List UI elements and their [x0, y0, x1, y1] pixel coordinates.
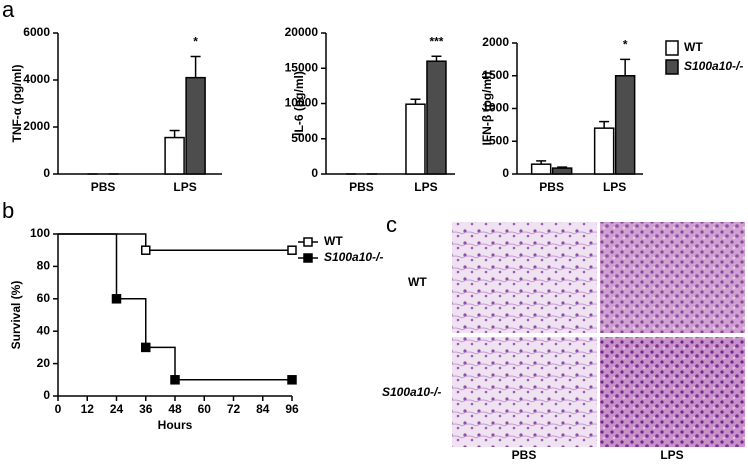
panel-label: a [2, 0, 15, 22]
legend-swatch [665, 59, 679, 75]
y-axis-label: TNF-α (pg/ml) [10, 64, 24, 142]
y-tick-label: 100 [30, 226, 50, 240]
bar [405, 103, 426, 175]
x-tick-label: LPS [173, 180, 196, 194]
step-segment [58, 233, 147, 251]
bar [185, 76, 206, 175]
column-label: PBS [512, 448, 537, 462]
x-axis-label: Hours [158, 418, 193, 432]
histology-panel: c WT S100a10-/- PBS LPS [382, 212, 745, 462]
y-tick-label: 4000 [23, 72, 50, 86]
legend-label: WT [324, 234, 343, 248]
y-axis-label: IFN-β (pg/ml) [480, 72, 494, 146]
y-tick-label: 2000 [482, 35, 509, 49]
y-tick-label: 60 [37, 291, 51, 305]
y-tick-label: 0 [502, 166, 509, 180]
y-tick-label: 40 [37, 323, 51, 337]
x-tick-label: 84 [256, 402, 270, 416]
y-tick-label: 500 [489, 133, 509, 147]
y-tick-label: 2000 [23, 119, 50, 133]
marker [170, 375, 180, 385]
x-tick-label: PBS [349, 180, 374, 194]
step-segment [145, 346, 176, 380]
bar [530, 163, 552, 175]
x-tick-label: 48 [168, 402, 182, 416]
legend-marker [303, 237, 313, 247]
x-tick-label: PBS [539, 180, 564, 194]
y-tick-label: 0 [43, 388, 50, 402]
x-tick-label: LPS [603, 180, 626, 194]
row-label: WT [408, 275, 427, 289]
x-tick-label: 24 [110, 402, 124, 416]
x-tick-label: 72 [227, 402, 241, 416]
x-tick-label: 0 [55, 402, 62, 416]
micrograph [452, 222, 597, 333]
y-axis-label: IL-6 (pg/ml) [292, 71, 306, 136]
y-tick-label: 0 [43, 166, 50, 180]
step-segment [58, 233, 118, 299]
micrograph [600, 337, 745, 447]
marker [141, 245, 151, 255]
bar [426, 60, 447, 175]
bar [614, 75, 636, 175]
y-axis-label: Survival (%) [9, 281, 23, 350]
x-tick-label: LPS [414, 180, 437, 194]
bar [164, 136, 185, 175]
x-tick-label: 60 [198, 402, 212, 416]
x-tick-label: PBS [91, 180, 116, 194]
bar [551, 167, 573, 175]
marker [287, 375, 297, 385]
y-tick-label: 1500 [482, 68, 509, 82]
y-tick-label: 10000 [285, 96, 319, 110]
micrograph [452, 337, 597, 447]
y-tick-label: 20 [37, 356, 51, 370]
legend-label: WT [684, 40, 703, 54]
y-tick-label: 80 [37, 259, 51, 273]
legend-swatch [665, 40, 679, 56]
significance: * [193, 35, 198, 49]
marker [287, 245, 297, 255]
row-label: S100a10-/- [382, 385, 441, 399]
panel-label: c [386, 212, 397, 237]
y-tick-label: 15000 [285, 60, 319, 74]
y-tick-label: 6000 [23, 25, 50, 39]
marker [141, 342, 151, 353]
legend-label: S100a10-/- [324, 250, 383, 264]
legend-marker [303, 253, 313, 263]
y-tick-label: 0 [311, 166, 318, 180]
x-tick-label: 36 [139, 402, 153, 416]
x-tick-label: 96 [285, 402, 299, 416]
micrograph [600, 222, 745, 333]
panel-label: b [2, 198, 14, 223]
y-tick-label: 1000 [482, 101, 509, 115]
bar [593, 127, 615, 175]
x-tick-label: 12 [81, 402, 95, 416]
significance: *** [429, 34, 443, 48]
column-label: LPS [660, 448, 683, 462]
legend-label: S100a10-/- [684, 59, 743, 73]
step-segment [116, 298, 147, 348]
significance: * [623, 38, 628, 52]
y-tick-label: 20000 [285, 25, 319, 39]
y-tick-label: 5000 [291, 131, 318, 145]
marker [111, 294, 122, 304]
